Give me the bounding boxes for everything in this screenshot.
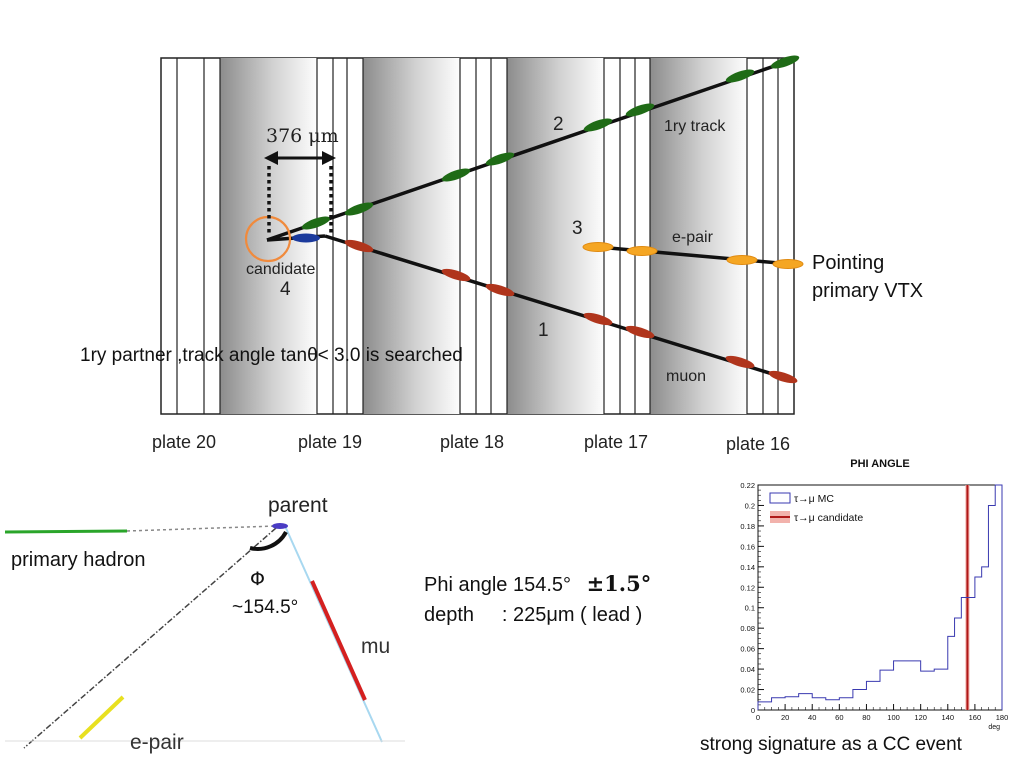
track-number-1: 1 [538,320,549,341]
info-block: Phi angle 154.5° ±1.5° depth : 225μm ( l… [424,569,651,630]
plate-label: plate 16 [726,434,790,454]
track-number-3: 3 [572,218,583,239]
legend-label-mc: τ→μ MC [794,493,834,505]
legend-swatch-mc [769,492,791,504]
pointing-note-line2: primary VTX [812,280,924,302]
y-tick-label: 0.14 [740,563,755,572]
pointing-note-line1: Pointing [812,252,885,274]
phi-angle-error: ±1.5° [586,571,652,596]
film-lines [176,58,779,414]
phi-symbol: Φ [250,568,265,590]
x-tick-label: 20 [781,713,789,722]
chart-caption: strong signature as a CC event [700,734,962,755]
candidate-label: candidate [246,261,315,278]
y-tick-label: 0 [751,706,755,715]
lead-plate [650,58,747,414]
plate-label: plate 20 [152,432,216,452]
epair-label: e-pair [130,731,184,754]
scale-label: 376 μm [266,125,339,147]
track-number-4: 4 [280,279,291,300]
y-tick-label: 0.2 [745,501,755,510]
y-tick-label: 0.16 [740,542,755,551]
track-number-2: 2 [553,114,564,135]
x-axis-label: deg [988,724,1000,731]
y-tick-label: 0.08 [740,624,755,633]
candidate-segment [292,233,320,243]
pointing-note: Pointing primary VTX [812,249,923,305]
y-tick-label: 0.18 [740,522,755,531]
y-tick-label: 0.02 [740,686,755,695]
epair-track-label: e-pair [672,229,714,246]
primary-hadron-label: primary hadron [11,549,146,571]
muon-track [324,234,793,382]
x-tick-label: 100 [887,713,900,722]
y-tick-label: 0.1 [745,604,755,613]
y-tick-label: 0.22 [740,481,755,490]
parent-label: parent [268,494,328,517]
x-tick-label: 0 [756,713,760,722]
plate-label: plate 18 [440,432,504,452]
parent-segment [272,523,288,529]
x-tick-label: 140 [942,713,955,722]
chart-title: PHI ANGLE [850,458,910,470]
phi-angle-text: Phi angle 154.5° [424,574,572,596]
y-tick-label: 0.04 [740,665,755,674]
lead-plate [507,58,604,414]
phi-angle-diagram: parent Φ ~154.5° mu e-pair [4,494,405,754]
legend-label-candidate: τ→μ candidate [794,512,863,524]
arrow-head-left [264,151,278,165]
x-tick-label: 160 [969,713,982,722]
arrow-head-right [322,151,336,165]
primary-hadron-track [4,529,128,534]
plate-label: plate 17 [584,432,648,452]
phi-histogram: PHI ANGLE 0 0.02 0.04 0.06 0.08 0.1 0.12 0.14 0.… [740,458,1009,731]
phi-angle-line: Phi angle 154.5° ±1.5° [424,569,651,600]
search-note: 1ry partner ,track angle tanθ< 3.0 is se… [80,345,463,366]
plate-label: plate 19 [298,432,362,452]
y-tick-label: 0.06 [740,645,755,654]
x-tick-label: 120 [914,713,927,722]
muon-track-label: muon [666,368,706,385]
depth-line: depth : 225μm ( lead ) [424,604,643,626]
y-tick-label: 0.12 [740,583,755,592]
epair-track-segments [582,242,804,269]
x-tick-label: 60 [835,713,843,722]
mu-track [310,580,367,701]
mc-histogram-line [757,484,1003,710]
x-tick-label: 40 [808,713,816,722]
x-tick-label: 180 [996,713,1009,722]
phi-value: ~154.5° [232,597,298,618]
epair-track [78,695,125,740]
lead-plate [363,58,460,414]
phi-arc [249,530,288,551]
muon-track-segments [344,239,798,384]
x-tick-label: 80 [862,713,870,722]
emulsion-diagram: 376 μm 2 3 1 4 1ry track e-pair muon can… [152,55,804,454]
hadron-extension-dotted [126,525,277,532]
primary-track-segments [301,55,800,230]
mu-label: mu [361,635,390,658]
epair-extension-line [23,527,277,749]
primary-track-label: 1ry track [664,118,726,135]
